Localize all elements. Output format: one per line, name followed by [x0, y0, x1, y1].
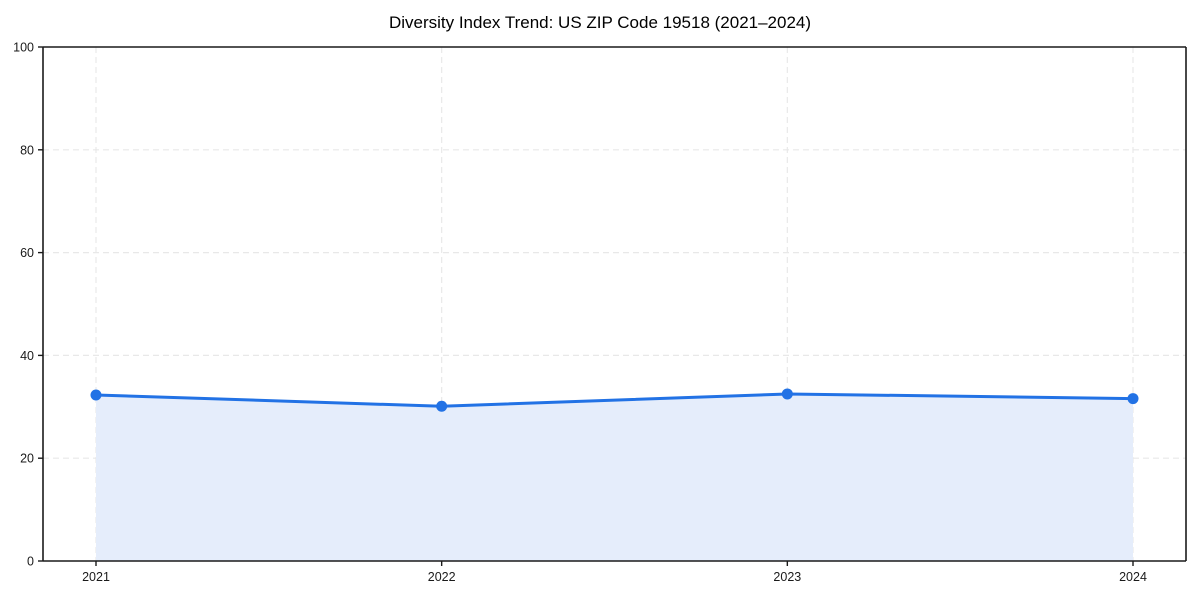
y-tick-label: 60: [20, 246, 34, 260]
area-fill: [96, 393, 1133, 561]
y-tick-label: 0: [27, 555, 34, 569]
data-point-2024: [1127, 393, 1139, 405]
data-point-2023: [781, 388, 793, 400]
x-tick-label: 2023: [773, 570, 801, 584]
x-tick-label: 2022: [428, 570, 456, 584]
chart-title: Diversity Index Trend: US ZIP Code 19518…: [388, 13, 812, 32]
data-point-2022: [436, 400, 448, 412]
data-point-2021: [90, 389, 102, 401]
x-tick-label: 2024: [1119, 570, 1147, 584]
y-tick-label: 80: [20, 143, 34, 157]
y-tick-label: 40: [20, 349, 34, 363]
trend-line: [94, 392, 1135, 408]
y-tick-label: 20: [20, 452, 34, 466]
x-tick-label: 2021: [82, 570, 110, 584]
y-tick-label: 100: [13, 41, 34, 55]
